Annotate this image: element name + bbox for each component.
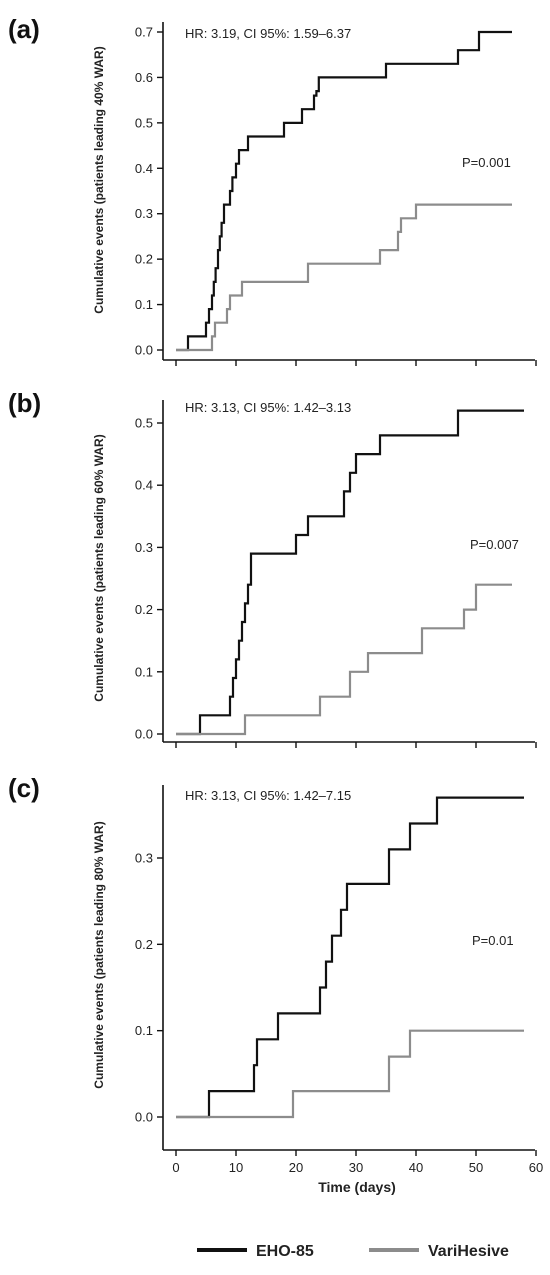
panel-a-y-tick-label: 0.2	[135, 252, 153, 267]
panel-b-series-vari	[176, 583, 512, 736]
panel-b-y-tick-label: 0.1	[135, 664, 153, 679]
legend: EHO-85 VariHesive	[197, 1243, 509, 1260]
panel-b-plot: 0.0 0.1 0.2 0.3 0.4 0.5	[135, 400, 537, 748]
legend-label-eho: EHO-85	[256, 1243, 314, 1260]
panel-b-y-tick-label: 0.4	[135, 478, 153, 493]
panel-a-plot: 0.0 0.1 0.2 0.3 0.4 0.5 0.6 0.7	[135, 22, 537, 366]
panel-c-x-tick-label: 20	[289, 1160, 303, 1175]
panel-c-x-tick-label: 30	[349, 1160, 363, 1175]
panel-b-hr-annotation: HR: 3.13, CI 95%: 1.42–3.13	[185, 400, 351, 415]
panel-b: (b) Cumulative events (patients leading …	[8, 388, 537, 748]
panel-c-p-value: P=0.01	[472, 933, 514, 948]
panel-c-y-tick-label: 0.1	[135, 1023, 153, 1038]
panel-a-ylabel: Cumulative events (patients leading 40% …	[92, 46, 106, 313]
panel-a-y-tick-label: 0.1	[135, 297, 153, 312]
panel-a-series-eho	[176, 30, 512, 352]
panel-a: (a) Cumulative events (patients leading …	[8, 14, 537, 366]
panel-a-series-vari	[176, 203, 512, 352]
panel-c-series-eho	[176, 796, 524, 1119]
panel-c-y-tick-label: 0.0	[135, 1110, 153, 1125]
panel-a-y-tick-label: 0.5	[135, 115, 153, 130]
legend-label-vari: VariHesive	[428, 1243, 509, 1260]
panel-b-ylabel: Cumulative events (patients leading 60% …	[92, 434, 106, 701]
panel-b-letter: (b)	[8, 388, 41, 418]
panel-b-p-value: P=0.007	[470, 537, 519, 552]
panel-c-y-tick-label: 0.2	[135, 937, 153, 952]
x-axis-label: Time (days)	[318, 1179, 396, 1195]
panel-c-y-tick-label: 0.3	[135, 851, 153, 866]
panel-c-x-tick-label: 50	[469, 1160, 483, 1175]
panel-c-series-vari	[176, 1029, 524, 1119]
panel-a-y-tick-label: 0.4	[135, 161, 153, 176]
panel-a-letter: (a)	[8, 14, 40, 44]
panel-a-y-tick-label: 0.6	[135, 70, 153, 85]
panel-b-y-tick-label: 0.3	[135, 540, 153, 555]
panel-c-x-tick-label: 10	[229, 1160, 243, 1175]
panel-b-y-tick-label: 0.0	[135, 727, 153, 742]
panel-a-p-value: P=0.001	[462, 155, 511, 170]
panel-b-y-tick-label: 0.2	[135, 602, 153, 617]
panel-c: (c) Cumulative events (patients leading …	[8, 773, 543, 1195]
panel-c-hr-annotation: HR: 3.13, CI 95%: 1.42–7.15	[185, 788, 351, 803]
panel-a-hr-annotation: HR: 3.19, CI 95%: 1.59–6.37	[185, 26, 351, 41]
panel-c-plot: 0.0 0.1 0.2 0.3 0 10 20 30 40 50 60	[135, 785, 543, 1175]
panel-c-x-tick-label: 0	[172, 1160, 179, 1175]
panel-b-series-eho	[176, 409, 524, 736]
panel-a-y-tick-label: 0.7	[135, 25, 153, 40]
panel-a-y-tick-label: 0.3	[135, 206, 153, 221]
panel-a-y-tick-label: 0.0	[135, 343, 153, 358]
panel-c-x-tick-label: 60	[529, 1160, 543, 1175]
panel-b-y-tick-label: 0.5	[135, 416, 153, 431]
panel-c-x-tick-label: 40	[409, 1160, 423, 1175]
panel-c-letter: (c)	[8, 773, 40, 803]
panel-c-ylabel: Cumulative events (patients leading 80% …	[92, 821, 106, 1088]
